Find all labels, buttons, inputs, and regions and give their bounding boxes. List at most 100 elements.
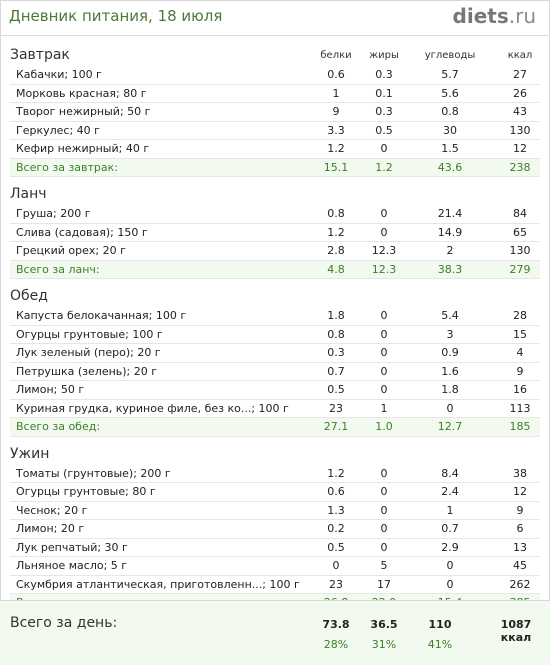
food-name: Льняное масло; 5 г [16,559,128,572]
food-fat: 0 [380,522,388,535]
food-fat: 0.3 [375,105,393,118]
column-header-kcal: ккал [507,50,533,61]
food-row[interactable]: Льняное масло; 5 г 0 5 0 45 [10,557,540,576]
food-row[interactable]: Лимон; 20 г 0.2 0 0.7 6 [10,520,540,539]
food-kcal: 13 [513,540,527,554]
food-protein: 1.8 [327,309,345,322]
food-kcal: 113 [509,401,531,415]
food-carbs: 0 [446,559,454,572]
food-kcal: 130 [509,123,531,137]
section-total-label: Всего за завтрак: [16,160,119,174]
food-protein: 1.2 [327,466,345,480]
food-kcal: 262 [509,577,531,591]
food-name: Кабачки; 100 г [16,68,102,81]
food-carbs: 5.6 [441,86,459,100]
food-protein: 0.6 [327,485,345,498]
food-row[interactable]: Творог нежирный; 50 г 9 0.3 0.8 43 [10,103,540,122]
section-total-label: Всего за обед: [16,420,101,433]
food-protein: 3.3 [327,123,345,137]
food-kcal: 9 [516,364,524,378]
food-fat: 0 [380,309,388,322]
food-row[interactable]: Скумбрия атлантическая, приготовленн...;… [10,576,540,594]
food-row[interactable]: Груша; 200 г 0.8 0 21.4 84 [10,205,540,224]
food-carbs: 3 [446,327,454,341]
food-name: Скумбрия атлантическая, приготовленн...;… [16,577,300,591]
food-fat: 1 [380,401,388,415]
food-row[interactable]: Куриная грудка, куриное филе, без ко...;… [10,400,540,418]
section-title: Ланч [10,186,47,202]
food-protein: 0 [332,559,340,572]
food-fat: 0 [380,466,388,480]
section-spacer [10,279,540,287]
section-spacer [10,177,540,185]
food-row[interactable]: Чеснок; 20 г 1.3 0 1 9 [10,502,540,520]
food-row[interactable]: Геркулес; 40 г 3.3 0.5 30 130 [10,122,540,140]
section-title: Обед [10,288,48,304]
header-divider [0,35,550,36]
food-row[interactable]: Слива (садовая); 150 г 1.2 0 14.9 65 [10,224,540,242]
food-row[interactable]: Капуста белокачанная; 100 г 1.8 0 5.4 28 [10,307,540,326]
food-row[interactable]: Лимон; 50 г 0.5 0 1.8 16 [10,381,540,400]
food-kcal: 45 [513,559,527,572]
food-row[interactable]: Огурцы грунтовые; 80 г 0.6 0 2.4 12 [10,483,540,502]
food-row[interactable]: Лук репчатый; 30 г 0.5 0 2.9 13 [10,539,540,557]
food-row[interactable]: Кефир нежирный; 40 г 1.2 0 1.5 12 [10,140,540,159]
section-total-protein: 4.8 [327,262,345,276]
section-total-kcal: 238 [509,160,531,174]
food-carbs: 1 [446,503,454,517]
food-fat: 0 [380,207,388,220]
food-kcal: 15 [513,327,527,341]
food-kcal: 9 [516,503,524,517]
food-carbs: 2.9 [441,540,459,554]
food-name: Груша; 200 г [16,207,91,220]
food-kcal: 16 [513,383,527,396]
section-total-fat: 1.0 [375,420,393,433]
header: Дневник питания, 18 июля diets.ru [0,0,550,34]
food-protein: 0.8 [327,207,345,220]
food-protein: 2.8 [327,244,345,257]
column-header-protein: белки [320,50,352,61]
food-protein: 0.5 [327,540,345,554]
section-total-kcal: 185 [509,420,531,433]
food-kcal: 12 [513,142,527,155]
site-logo[interactable]: diets.ru [453,4,536,28]
food-name: Капуста белокачанная; 100 г [16,309,187,322]
food-carbs: 1.8 [441,383,459,396]
food-name: Огурцы грунтовые; 80 г [16,485,156,498]
food-carbs: 8.4 [441,466,459,480]
section-total-label: Всего за ланч: [16,262,100,276]
food-fat: 0.3 [375,68,393,81]
section-header: Ужин [10,445,540,465]
food-name: Геркулес; 40 г [16,123,100,137]
food-fat: 0 [380,364,388,378]
food-carbs: 5.7 [441,68,459,81]
food-fat: 0 [380,485,388,498]
day-total: Всего за день: 73.8 36.5 110 1087 ккал 2… [0,600,550,665]
food-name: Морковь красная; 80 г [16,86,147,100]
food-protein: 9 [332,105,340,118]
food-carbs: 5.4 [441,309,459,322]
food-row[interactable]: Лук зеленый (перо); 20 г 0.3 0 0.9 4 [10,344,540,363]
food-protein: 1.2 [327,142,345,155]
food-name: Томаты (грунтовые); 200 г [16,466,171,480]
food-row[interactable]: Огурцы грунтовые; 100 г 0.8 0 3 15 [10,326,540,344]
food-name: Лимон; 50 г [16,383,85,396]
food-fat: 17 [377,577,391,591]
section-title: Завтрак [10,47,70,63]
food-row[interactable]: Петрушка (зелень); 20 г 0.7 0 1.6 9 [10,363,540,381]
food-name: Кефир нежирный; 40 г [16,142,150,155]
section-header: Ланч [10,185,540,205]
food-fat: 0 [380,346,388,359]
food-row[interactable]: Морковь красная; 80 г 1 0.1 5.6 26 [10,85,540,103]
logo-ru: .ru [508,4,536,28]
food-kcal: 27 [513,68,527,81]
food-row[interactable]: Кабачки; 100 г 0.6 0.3 5.7 27 [10,66,540,85]
food-row[interactable]: Томаты (грунтовые); 200 г 1.2 0 8.4 38 [10,465,540,483]
food-fat: 0 [380,383,388,396]
food-fat: 0 [380,225,388,239]
food-protein: 0.2 [327,522,345,535]
food-protein: 0.5 [327,383,345,396]
food-name: Лук репчатый; 30 г [16,540,128,554]
food-row[interactable]: Грецкий орех; 20 г 2.8 12.3 2 130 [10,242,540,261]
food-kcal: 38 [513,466,527,480]
